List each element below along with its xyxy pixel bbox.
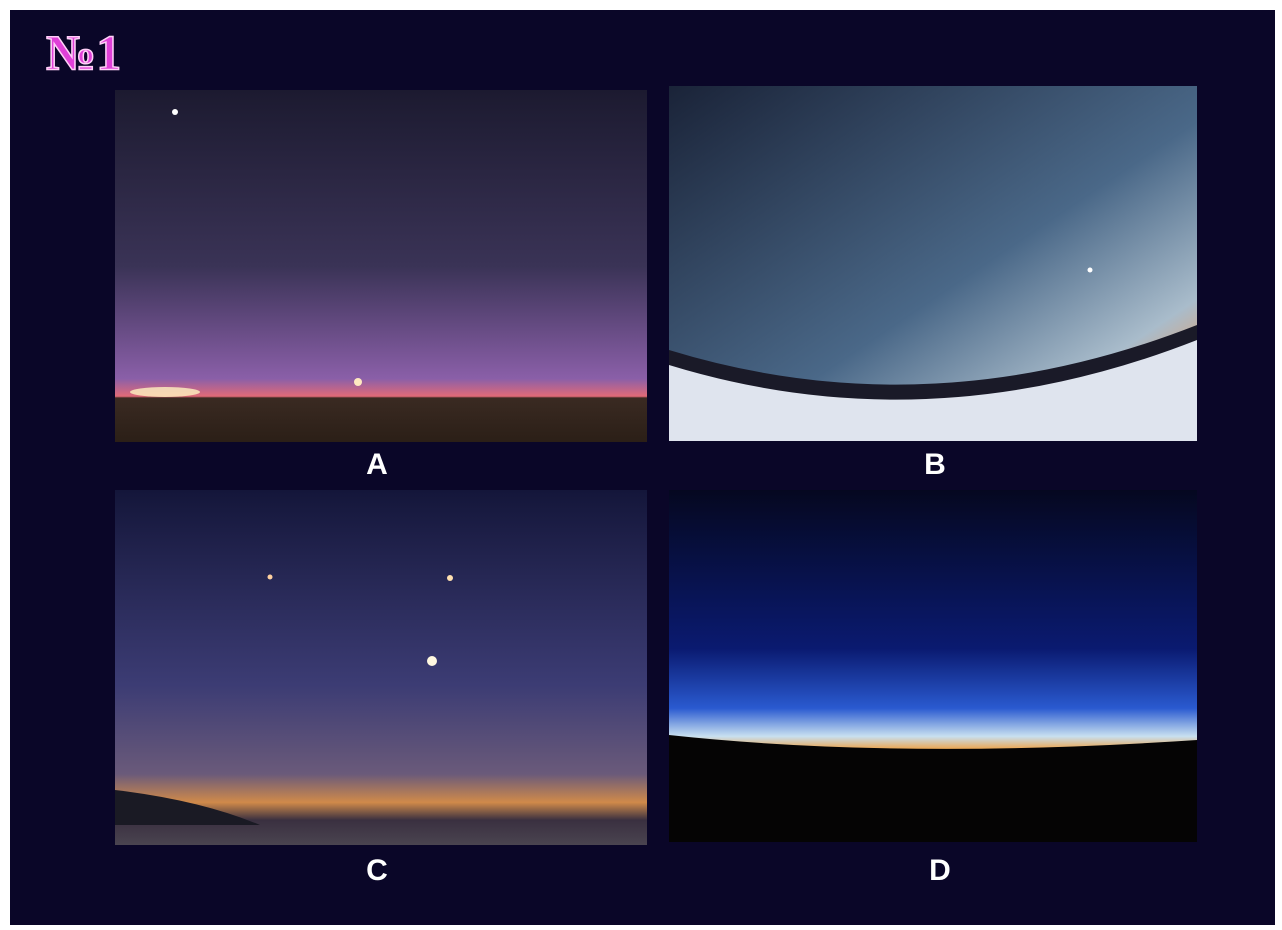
panel-label: D bbox=[929, 854, 951, 887]
slide-title: №1 bbox=[46, 24, 121, 80]
panel-label: C bbox=[366, 854, 388, 887]
photo-d bbox=[669, 490, 1197, 842]
photo-c bbox=[115, 490, 647, 845]
slide: №1 A B C D bbox=[0, 0, 1282, 930]
page: №1 A B C D (() => { const data = JSON.pa… bbox=[0, 0, 1282, 930]
photo-b bbox=[669, 86, 1197, 441]
photo-a bbox=[115, 90, 647, 442]
panel-label: B bbox=[924, 448, 946, 481]
panel-label: A bbox=[366, 448, 388, 481]
